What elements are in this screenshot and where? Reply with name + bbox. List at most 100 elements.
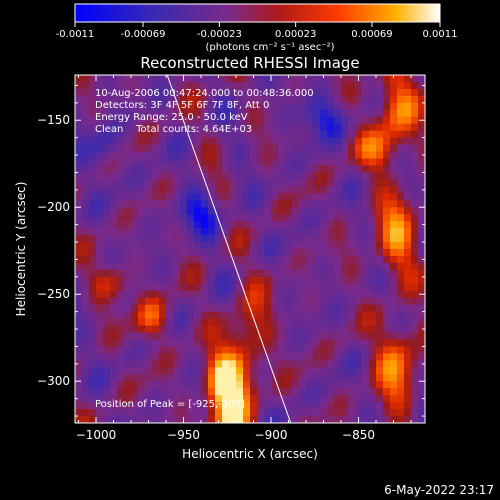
heatmap-cell [334,193,342,201]
heatmap-cell [355,172,363,180]
heatmap-cell [159,109,167,118]
heatmap-cell [103,416,111,423]
heatmap-cell [341,207,349,215]
heatmap-cell [75,416,83,423]
heatmap-cell [124,255,132,264]
heatmap-cell [75,137,83,146]
heatmap-cell [383,137,391,146]
heatmap-cell [236,255,244,264]
heatmap-cell [313,186,321,194]
heatmap-cell [264,242,272,250]
heatmap-cell [82,416,90,423]
heatmap-cell [110,151,118,160]
heatmap-cell [152,95,160,104]
heatmap-cell [278,346,286,354]
heatmap-cell [397,95,405,104]
heatmap-cell [257,221,265,229]
colorbar-tick-label: 0.00023 [275,29,316,40]
heatmap-cell [292,81,300,90]
heatmap-cell [362,409,370,417]
heatmap-cell [404,242,412,250]
heatmap-cell [96,207,104,215]
heatmap-cell [131,88,139,97]
heatmap-cell [327,81,335,90]
heatmap-cell [117,255,125,264]
heatmap-cell [348,228,356,236]
heatmap-cell [201,193,209,201]
heatmap-cell [411,283,419,292]
heatmap-cell [152,214,160,222]
heatmap-cell [173,304,181,313]
heatmap-cell [166,353,174,361]
heatmap-cell [257,81,265,90]
heatmap-cell [117,144,125,153]
heatmap-cell [418,283,425,292]
heatmap-cell [75,402,83,410]
heatmap-cell [187,395,195,403]
heatmap-cell [82,88,90,97]
heatmap-cell [383,193,391,201]
heatmap-cell [152,207,160,215]
heatmap-cell [138,88,146,97]
heatmap-cell [236,95,244,104]
heatmap-cell [348,151,356,160]
heatmap-cell [117,137,125,146]
heatmap-cell [327,269,335,278]
heatmap-cell [278,339,286,348]
heatmap-cell [194,409,202,417]
heatmap-cell [201,332,209,341]
heatmap-cell [166,75,174,83]
heatmap-cell [362,325,370,334]
heatmap-cell [159,172,167,180]
heatmap-cell [250,255,258,264]
heatmap-cell [278,95,286,104]
heatmap-cell [285,360,293,368]
heatmap-cell [208,255,216,264]
heatmap-cell [166,367,174,375]
heatmap-cell [411,214,419,222]
heatmap-cell [348,200,356,208]
heatmap-cell [390,109,398,118]
heatmap-cell [208,109,216,118]
heatmap-cell [110,262,118,271]
heatmap-cell [103,262,111,271]
heatmap-cell [194,255,202,264]
heatmap-cell [243,311,251,320]
heatmap-cell [89,374,97,382]
heatmap-cell [313,388,321,396]
heatmap-cell [89,388,97,396]
heatmap-cell [89,242,97,250]
heatmap-cell [145,186,153,194]
heatmap-cell [362,290,370,299]
y-tick-label: −250 [37,287,70,301]
heatmap-cell [292,416,300,423]
heatmap-cell [187,242,195,250]
heatmap-cell [278,311,286,320]
heatmap-cell [152,262,160,271]
heatmap-cell [355,81,363,90]
heatmap-cell [131,297,139,306]
heatmap-cell [285,151,293,160]
heatmap-cell [124,95,132,104]
heatmap-cell [110,297,118,306]
heatmap-cell [397,297,405,306]
heatmap-cell [341,123,349,132]
heatmap-cell [243,116,251,125]
heatmap-cell [82,137,90,146]
heatmap-cell [355,255,363,264]
heatmap-cell [271,179,279,187]
heatmap-cell [96,172,104,180]
heatmap-cell [201,109,209,118]
heatmap-cell [103,158,111,167]
heatmap-cell [194,214,202,222]
heatmap-cell [89,249,97,257]
heatmap-cell [208,374,216,382]
heatmap-cell [96,332,104,341]
heatmap-cell [411,123,419,132]
heatmap-cell [96,360,104,368]
heatmap-cell [187,304,195,313]
heatmap-cell [383,262,391,271]
heatmap-cell [404,214,412,222]
heatmap-cell [124,409,132,417]
